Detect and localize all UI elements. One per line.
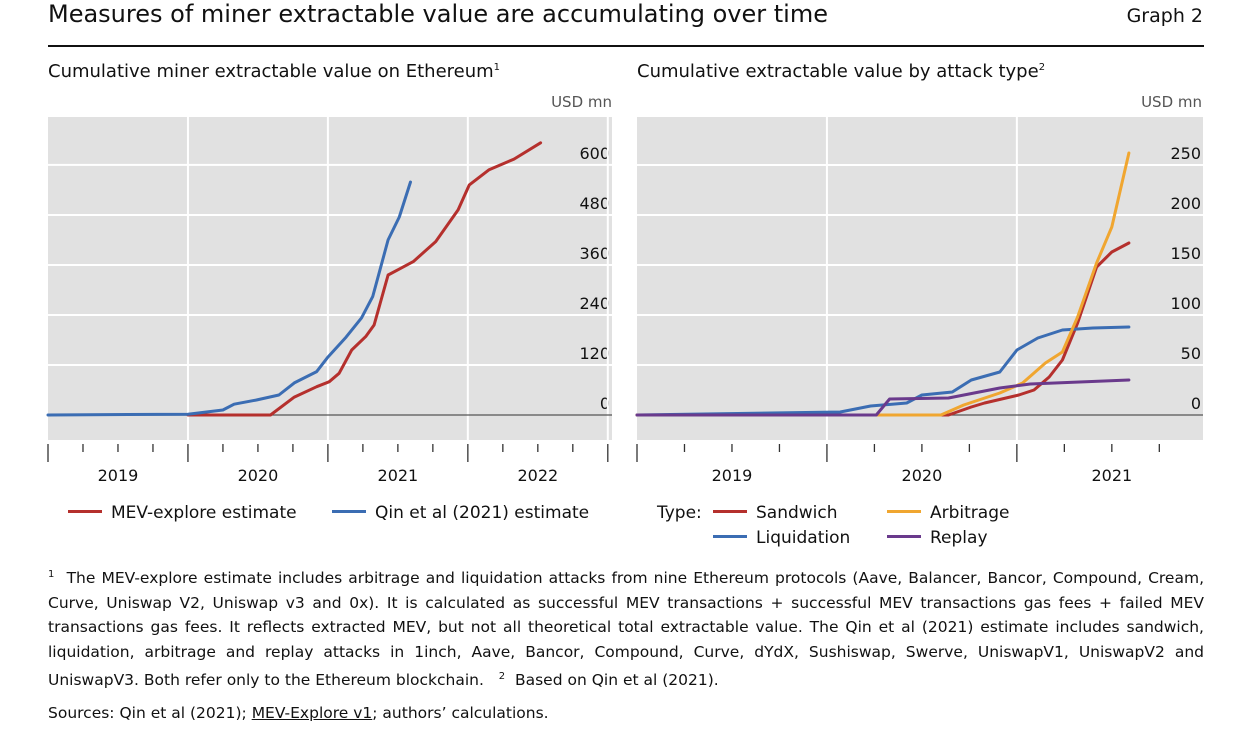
- y-tick-label: 200: [1170, 194, 1201, 213]
- plot-area: [637, 117, 1203, 440]
- right-legend-type-label: Type:: [657, 503, 702, 523]
- legend-item-liquidation: Liquidation: [713, 528, 850, 548]
- left-legend: MEV-explore estimate Qin et al (2021) es…: [68, 503, 589, 523]
- footnotes: 1 The MEV-explore estimate includes arbi…: [48, 563, 1204, 692]
- y-tick-label: 240: [579, 294, 610, 313]
- legend-item-mev: MEV-explore estimate: [68, 503, 297, 523]
- y-tick-label: 0: [600, 394, 610, 413]
- left-chart-title-text: Cumulative miner extractable value on Et…: [48, 61, 494, 82]
- graph-number: Graph 2: [1126, 5, 1203, 27]
- sources-prefix: Sources: Qin et al (2021);: [48, 704, 252, 722]
- legend-swatch: [887, 510, 921, 513]
- x-tick-label: 2021: [1091, 466, 1132, 485]
- y-tick-label: 100: [1170, 294, 1201, 313]
- graph-title: Measures of miner extractable value are …: [48, 0, 828, 28]
- legend-swatch: [332, 510, 367, 513]
- y-tick-label: 150: [1170, 244, 1201, 263]
- legend-swatch: [713, 510, 747, 513]
- x-tick-label: 2019: [98, 466, 139, 485]
- sources-link[interactable]: MEV-Explore v1: [251, 704, 373, 722]
- legend-item-replay: Replay: [887, 528, 988, 548]
- legend-item-qin: Qin et al (2021) estimate: [332, 503, 589, 523]
- right-unit-label: USD mn: [1141, 93, 1202, 111]
- x-tick-label: 2020: [902, 466, 943, 485]
- series-line-replay: [635, 378, 1131, 417]
- charts-canvas: 0 120 240 360 480 600 2019 2020 2021 2022 0 50 100 15…: [46, 117, 1203, 485]
- series-line-liquidation: [635, 325, 1131, 417]
- legend-swatch: [68, 510, 102, 513]
- series-line-qin-et-al-2021-estimate: [46, 180, 412, 417]
- footnote-ref-1: 1: [493, 62, 501, 73]
- legend-item-sandwich: Sandwich: [713, 503, 838, 523]
- series-line-arbitrage: [635, 151, 1131, 417]
- right-chart-title-text: Cumulative extractable value by attack t…: [637, 61, 1039, 82]
- legend-swatch: [887, 535, 921, 538]
- x-tick-label: 2022: [517, 466, 558, 485]
- legend-item-arbitrage: Arbitrage: [887, 503, 1009, 523]
- y-tick-label: 250: [1170, 144, 1201, 163]
- legend-swatch: [713, 535, 747, 538]
- legend-label: Qin et al (2021) estimate: [375, 503, 590, 523]
- footnote-mark-1: 1: [48, 569, 55, 580]
- footnote-mark-2: 2: [498, 670, 506, 682]
- sources-suffix: ; authors’ calculations.: [372, 704, 549, 722]
- legend-label: MEV-explore estimate: [111, 503, 297, 523]
- legend-label: Replay: [930, 528, 988, 548]
- sources: Sources: Qin et al (2021); MEV-Explore v…: [48, 704, 549, 722]
- x-tick-label: 2019: [712, 466, 753, 485]
- footnote-ref-2: 2: [1038, 62, 1046, 73]
- legend-label: Sandwich: [756, 503, 838, 523]
- plot-area: [48, 117, 612, 440]
- left-chart-title: Cumulative miner extractable value on Et…: [48, 61, 500, 82]
- series-line-mev-explore-estimate: [186, 141, 543, 417]
- left-unit-label: USD mn: [551, 93, 612, 111]
- title-rule: [48, 45, 1204, 47]
- legend-label: Liquidation: [756, 528, 851, 548]
- x-tick-label: 2020: [238, 466, 279, 485]
- y-tick-label: 600: [579, 144, 610, 163]
- right-chart-title: Cumulative extractable value by attack t…: [637, 61, 1045, 82]
- footnote-2: Based on Qin et al (2021).: [514, 670, 719, 689]
- y-tick-label: 50: [1181, 344, 1201, 363]
- y-tick-label: 360: [579, 244, 610, 263]
- legend-label: Arbitrage: [930, 503, 1010, 523]
- footnote-1: The MEV-explore estimate includes arbitr…: [48, 569, 1204, 689]
- y-tick-label: 0: [1191, 394, 1201, 413]
- y-tick-label: 480: [579, 194, 610, 213]
- x-tick-label: 2021: [378, 466, 419, 485]
- y-tick-label: 120: [579, 344, 610, 363]
